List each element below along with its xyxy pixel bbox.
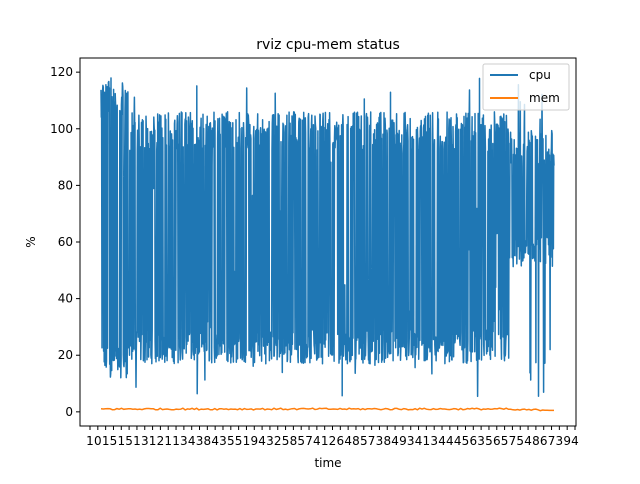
x-tick-label: 4 bbox=[415, 434, 423, 448]
x-tick-label: 5 bbox=[516, 434, 524, 448]
x-tick-label: 2 bbox=[157, 434, 165, 448]
x-tick-label: 5 bbox=[235, 434, 243, 448]
x-tick-label: 6 bbox=[337, 434, 345, 448]
x-tick-label: 4 bbox=[391, 434, 399, 448]
x-tick-label: 3 bbox=[196, 434, 204, 448]
x-tick-label: 4 bbox=[211, 434, 219, 448]
x-tick-label: 5 bbox=[227, 434, 235, 448]
x-tick-label: 8 bbox=[352, 434, 360, 448]
x-tick-label: 1 bbox=[321, 434, 329, 448]
x-tick-label: 8 bbox=[290, 434, 298, 448]
x-tick-label: 1 bbox=[102, 434, 110, 448]
y-axis-label: % bbox=[24, 236, 38, 247]
y-tick-label: 120 bbox=[50, 65, 73, 79]
x-tick-label: 1 bbox=[164, 434, 172, 448]
y-tick-label: 60 bbox=[58, 235, 73, 249]
x-tick-label: 6 bbox=[540, 434, 548, 448]
x-tick-label: 4 bbox=[454, 434, 462, 448]
x-tick-label: 9 bbox=[563, 434, 571, 448]
x-tick-label: 4 bbox=[188, 434, 196, 448]
x-tick-label: 8 bbox=[383, 434, 391, 448]
x-tick-label: 3 bbox=[266, 434, 274, 448]
x-tick-label: 3 bbox=[407, 434, 415, 448]
x-tick-label: 7 bbox=[548, 434, 556, 448]
x-axis-label: time bbox=[314, 456, 341, 470]
x-tick-label: 3 bbox=[219, 434, 227, 448]
x-tick-label: 6 bbox=[493, 434, 501, 448]
x-tick-label: 5 bbox=[110, 434, 118, 448]
x-tick-label: 9 bbox=[399, 434, 407, 448]
x-tick-label: 1 bbox=[423, 434, 431, 448]
x-tick-label: 3 bbox=[180, 434, 188, 448]
x-tick-label: 5 bbox=[462, 434, 470, 448]
y-tick-label: 40 bbox=[58, 292, 73, 306]
x-tick-label: 4 bbox=[524, 434, 532, 448]
x-tick-label: 7 bbox=[368, 434, 376, 448]
x-tick-label: 1 bbox=[133, 434, 141, 448]
x-tick-label: 1 bbox=[149, 434, 157, 448]
x-tick-label: 4 bbox=[446, 434, 454, 448]
x-tick-label: 1 bbox=[86, 434, 94, 448]
y-tick-label: 80 bbox=[58, 178, 73, 192]
x-tick-label: 2 bbox=[329, 434, 337, 448]
cpu-series-line bbox=[100, 77, 555, 398]
x-tick-label: 4 bbox=[344, 434, 352, 448]
x-tick-label: 2 bbox=[274, 434, 282, 448]
x-tick-label: 3 bbox=[556, 434, 564, 448]
x-tick-label: 3 bbox=[376, 434, 384, 448]
x-tick-label: 1 bbox=[243, 434, 251, 448]
y-tick-label: 20 bbox=[58, 348, 73, 362]
x-tick-label: 4 bbox=[313, 434, 321, 448]
x-tick-label: 6 bbox=[469, 434, 477, 448]
x-tick-label: 3 bbox=[430, 434, 438, 448]
x-tick-label: 3 bbox=[477, 434, 485, 448]
x-tick-label: 5 bbox=[360, 434, 368, 448]
chart-title: rviz cpu-mem status bbox=[256, 37, 400, 53]
x-tick-label: 1 bbox=[117, 434, 125, 448]
x-tick-label: 3 bbox=[141, 434, 149, 448]
plot-area bbox=[79, 57, 577, 427]
y-axis: 0 20 40 60 80 100 120 bbox=[50, 65, 80, 419]
x-tick-label: 4 bbox=[571, 434, 579, 448]
x-tick-label: 4 bbox=[258, 434, 266, 448]
x-tick-label: 7 bbox=[305, 434, 313, 448]
x-tick-label: 5 bbox=[282, 434, 290, 448]
x-tick-label: 5 bbox=[485, 434, 493, 448]
legend-cpu-label: cpu bbox=[529, 68, 551, 82]
y-tick-label: 100 bbox=[50, 122, 73, 136]
x-tick-label: 5 bbox=[297, 434, 305, 448]
x-tick-label: 5 bbox=[125, 434, 133, 448]
x-tick-label: 1 bbox=[172, 434, 180, 448]
mem-series-line bbox=[100, 407, 554, 412]
y-tick-label: 0 bbox=[65, 405, 73, 419]
legend-mem-label: mem bbox=[529, 91, 560, 105]
x-tick-label: 0 bbox=[94, 434, 102, 448]
x-tick-label: 8 bbox=[204, 434, 212, 448]
x-tick-label: 5 bbox=[501, 434, 509, 448]
legend: cpu mem bbox=[482, 63, 570, 111]
x-tick-label: 9 bbox=[250, 434, 258, 448]
x-tick-label: 8 bbox=[532, 434, 540, 448]
x-tick-label: 4 bbox=[438, 434, 446, 448]
x-tick-label: 7 bbox=[509, 434, 517, 448]
